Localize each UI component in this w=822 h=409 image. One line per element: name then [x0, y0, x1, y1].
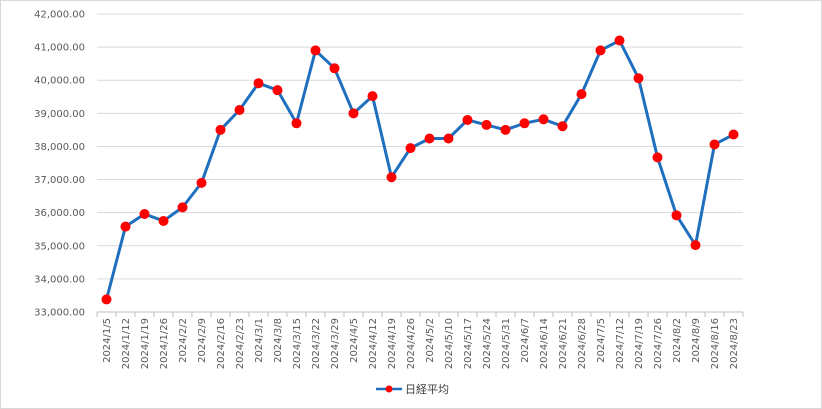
x-tick-label: 2024/1/19: [140, 318, 151, 369]
data-point: [595, 45, 606, 56]
x-tick-label: 2024/6/28: [577, 318, 588, 369]
x-tick-label: 2024/8/9: [691, 318, 702, 363]
x-tick-label: 2024/4/5: [349, 318, 360, 363]
data-point: [253, 78, 264, 89]
x-tick-label: 2024/2/9: [197, 318, 208, 363]
x-tick-label: 2024/3/1: [254, 318, 265, 363]
data-point: [329, 63, 340, 74]
data-point: [671, 210, 682, 221]
x-tick-label: 2024/5/24: [482, 318, 493, 369]
data-point: [291, 118, 302, 129]
x-tick-label: 2024/4/26: [406, 318, 417, 369]
x-tick-label: 2024/1/12: [121, 318, 132, 369]
data-point: [481, 119, 492, 130]
y-tick-label: 38,000.00: [34, 142, 85, 153]
data-point: [443, 133, 454, 144]
y-tick-label: 42,000.00: [34, 10, 85, 21]
x-axis-tick-labels: 2024/1/5 2024/1/12 2024/1/19 2024/1/26 2024/…: [102, 318, 740, 369]
gridlines: [97, 13, 743, 313]
y-tick-label: 39,000.00: [34, 109, 85, 120]
y-tick-label: 34,000.00: [34, 274, 85, 285]
x-tick-label: 2024/6/21: [558, 318, 569, 369]
y-tick-label: 36,000.00: [34, 208, 85, 219]
x-tick-label: 2024/5/2: [425, 318, 436, 363]
data-point: [652, 152, 663, 163]
x-tick-label: 2024/8/23: [729, 318, 740, 369]
data-point: [177, 202, 188, 213]
x-tick-label: 2024/4/19: [387, 318, 398, 369]
x-tick-label: 2024/2/2: [178, 318, 189, 363]
data-point: [272, 85, 283, 96]
data-point: [633, 73, 644, 84]
data-point: [576, 89, 587, 100]
x-tick-label: 2024/8/16: [710, 318, 721, 369]
legend-marker-swatch: [385, 385, 393, 393]
data-point: [120, 221, 131, 232]
series-line: [105, 38, 735, 300]
x-tick-label: 2024/5/17: [463, 318, 474, 369]
x-axis: [96, 311, 744, 317]
data-point: [348, 108, 359, 119]
x-tick-label: 2024/3/22: [311, 318, 322, 369]
y-tick-label: 41,000.00: [34, 43, 85, 54]
data-point: [728, 129, 739, 140]
data-point: [462, 114, 473, 125]
y-tick-label: 40,000.00: [34, 76, 85, 87]
y-tick-label: 37,000.00: [34, 175, 85, 186]
x-tick-label: 2024/2/23: [235, 318, 246, 369]
data-point: [519, 118, 530, 129]
data-point: [500, 124, 511, 135]
x-tick-label: 2024/6/14: [539, 318, 550, 369]
data-point: [310, 45, 321, 56]
series-nikkei: [101, 35, 739, 305]
data-point: [709, 139, 720, 150]
x-tick-label: 2024/3/15: [292, 318, 303, 369]
data-point: [386, 172, 397, 183]
data-point: [614, 35, 625, 46]
x-tick-label: 2024/7/26: [653, 318, 664, 369]
data-point: [158, 215, 169, 226]
y-tick-label: 33,000.00: [34, 308, 85, 319]
x-tick-label: 2024/1/26: [159, 318, 170, 369]
y-tick-label: 35,000.00: [34, 241, 85, 252]
data-point: [101, 294, 112, 305]
data-point: [139, 208, 150, 219]
x-tick-label: 2024/7/12: [615, 318, 626, 369]
data-point: [690, 240, 701, 251]
data-point: [538, 114, 549, 125]
x-tick-label: 2024/6/7: [520, 318, 531, 363]
data-point: [196, 177, 207, 188]
x-tick-label: 2024/3/8: [273, 318, 284, 363]
x-tick-label: 2024/7/19: [634, 318, 645, 369]
x-tick-label: 2024/8/2: [672, 318, 683, 363]
y-axis-tick-labels: 33,000.00 34,000.00 35,000.00 36,000.00 37,0…: [34, 10, 85, 319]
x-tick-label: 2024/3/29: [330, 318, 341, 369]
data-point: [424, 133, 435, 144]
x-tick-label: 2024/7/5: [596, 318, 607, 363]
data-point: [557, 121, 568, 132]
x-tick-label: 2024/5/10: [444, 318, 455, 369]
x-tick-label: 2024/1/5: [102, 318, 113, 363]
x-tick-label: 2024/2/16: [216, 318, 227, 369]
legend: 日経平均: [376, 383, 449, 396]
data-point: [367, 91, 378, 102]
data-point: [234, 105, 245, 116]
data-point: [215, 124, 226, 135]
x-tick-label: 2024/5/31: [501, 318, 512, 369]
data-point: [405, 143, 416, 154]
x-tick-label: 2024/4/12: [368, 318, 379, 369]
legend-label: 日経平均: [405, 383, 449, 396]
